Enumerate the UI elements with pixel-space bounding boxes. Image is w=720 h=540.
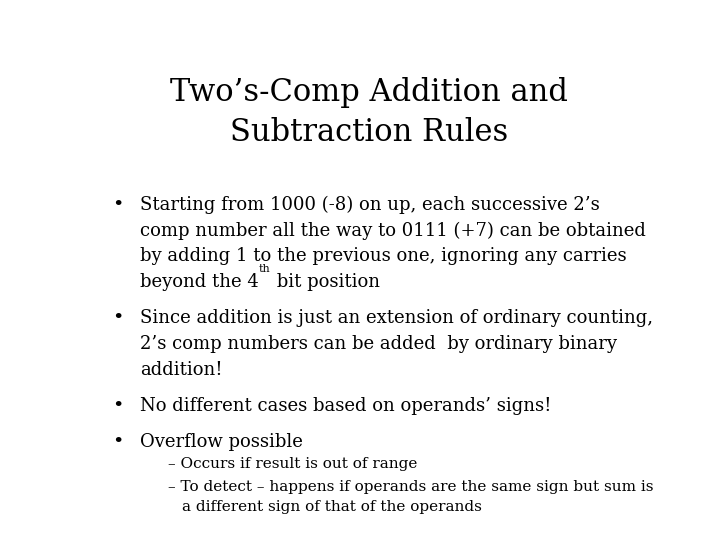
Text: a different sign of that of the operands: a different sign of that of the operands bbox=[182, 500, 482, 514]
Text: bit position: bit position bbox=[271, 273, 379, 291]
Text: No different cases based on operands’ signs!: No different cases based on operands’ si… bbox=[140, 397, 552, 415]
Text: •: • bbox=[112, 433, 124, 451]
Text: addition!: addition! bbox=[140, 361, 223, 379]
Text: beyond the 4: beyond the 4 bbox=[140, 273, 259, 291]
Text: •: • bbox=[112, 397, 124, 415]
Text: – Occurs if result is out of range: – Occurs if result is out of range bbox=[168, 457, 418, 471]
Text: 2’s comp numbers can be added  by ordinary binary: 2’s comp numbers can be added by ordinar… bbox=[140, 335, 617, 353]
Text: Starting from 1000 (-8) on up, each successive 2’s: Starting from 1000 (-8) on up, each succ… bbox=[140, 196, 600, 214]
Text: •: • bbox=[112, 309, 124, 327]
Text: by adding 1 to the previous one, ignoring any carries: by adding 1 to the previous one, ignorin… bbox=[140, 247, 627, 265]
Text: – To detect – happens if operands are the same sign but sum is: – To detect – happens if operands are th… bbox=[168, 480, 654, 494]
Text: Overflow possible: Overflow possible bbox=[140, 433, 303, 451]
Text: th: th bbox=[259, 264, 271, 274]
Text: Since addition is just an extension of ordinary counting,: Since addition is just an extension of o… bbox=[140, 309, 653, 327]
Text: Two’s-Comp Addition and
Subtraction Rules: Two’s-Comp Addition and Subtraction Rule… bbox=[170, 77, 568, 147]
Text: •: • bbox=[112, 196, 124, 214]
Text: comp number all the way to 0111 (+7) can be obtained: comp number all the way to 0111 (+7) can… bbox=[140, 221, 646, 240]
